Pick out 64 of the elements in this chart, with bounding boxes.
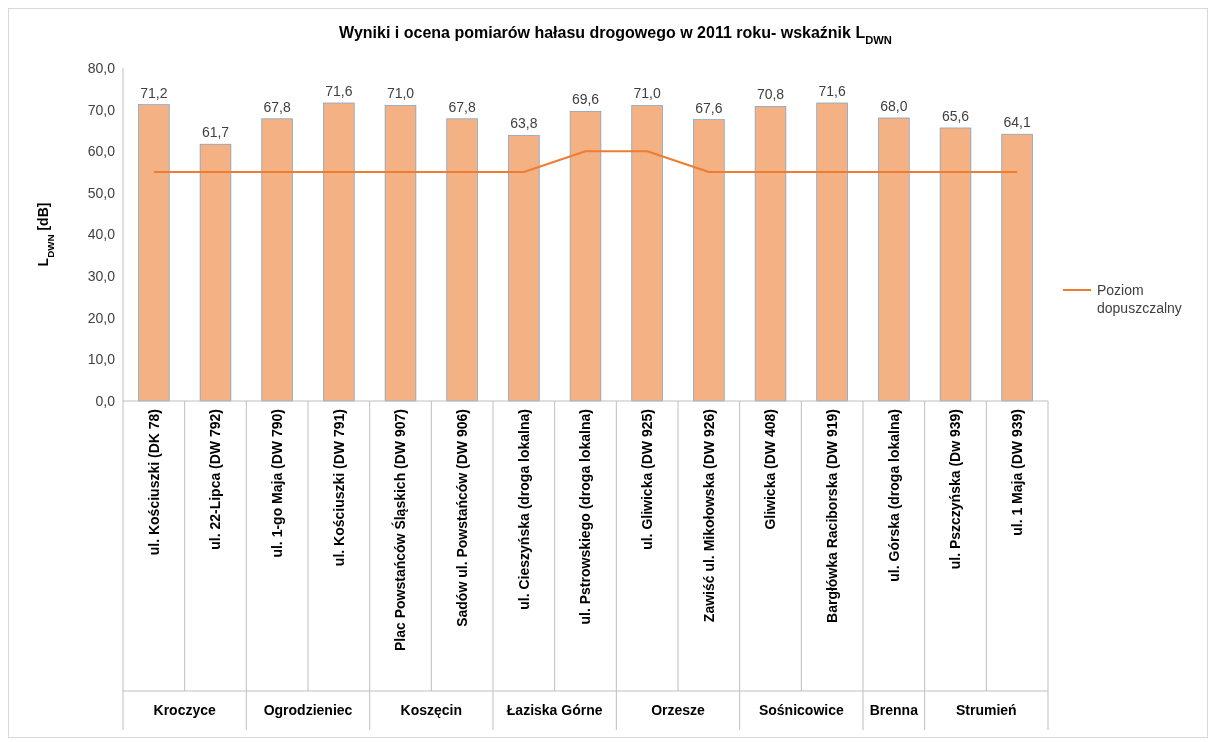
text: Ogrodzieniec [263,702,353,719]
x-tick-label: ul. Kościuszki (DK 78) [145,409,162,556]
y-tick-label: 0,0 [95,392,116,409]
x-tick-label: ul. 1 Maja (DW 939) [1009,409,1026,536]
bar [508,135,540,402]
bar [384,105,417,402]
data-label: 71,6 [325,82,353,99]
text: Kroczyce [153,702,216,719]
data-label: 71,0 [386,85,415,102]
bar [939,127,972,402]
x-tick-label: ul. Gliwicka (DW 925) [639,409,656,550]
text: Orzesze [651,702,706,719]
text: Brenna [869,702,919,719]
data-label: 65,6 [941,107,970,124]
legend-label: Poziom dopuszczalny [1097,281,1182,317]
data-label: 64,1 [1003,114,1031,131]
data-label: 70,8 [756,86,785,103]
data-label: 71,0 [633,85,661,102]
bar [138,104,170,402]
bar [323,102,355,402]
y-tick-label: 10,0 [87,351,116,368]
text: Strumień [955,702,1017,719]
x-tick-label: Zawiść ul. Mikołowska (DW 926) [700,409,717,623]
y-tick-label: 50,0 [87,184,116,201]
x-tick-label: ul. Kościuszki (DW 791) [330,409,347,567]
data-label: 67,8 [263,98,291,115]
x-tick-label: ul. Górska (droga lokalna) [885,409,902,582]
x-tick-label: ul. Pszczyńska (Dw 939) [947,409,964,570]
bar [631,105,663,402]
chart-title: Wyniki i ocena pomiarów hałasu drogowego w 2011 roku- wskaźnik L$_{DWN}$ [339,24,892,46]
bar [446,118,478,402]
data-label: 67,6 [695,99,723,116]
text: Sośnicowice [758,702,844,719]
data-label: 63,8 [510,115,538,132]
x-tick-label: Bargłówka Raciborska (DW 919) [824,409,841,623]
x-tick-label: Gliwicka (DW 408) [762,409,779,530]
bar [261,118,293,402]
x-tick-label: Sadów ul. Powstańców (DW 906) [454,409,471,627]
y-tick-label: 60,0 [87,143,116,160]
data-label: 71,6 [818,82,846,99]
x-tick-label: ul. Cieszyńska (droga lokalna) [515,409,532,610]
bar [878,117,910,402]
data-label: 67,8 [448,98,476,115]
data-label: 68,0 [880,97,908,114]
bar [693,119,725,402]
bar [569,110,602,402]
x-tick-label: Plac Powstańców Śląskich (DW 907) [391,409,409,651]
bar [754,106,787,402]
data-label: 71,2 [140,84,168,101]
y-tick-label: 70,0 [87,101,116,118]
x-tick-label: ul. 22-Lipca (DW 792) [207,409,224,550]
data-label: 69,6 [571,91,600,108]
text: Łaziska Górne [506,702,603,719]
bar [816,102,848,402]
bar [1001,133,1033,402]
x-tick-label: ul. 1-go Maja (DW 790) [269,409,286,558]
y-tick-label: 30,0 [87,268,116,285]
data-label: 61,7 [201,124,230,141]
y-tick-label: 80,0 [87,59,116,76]
text: Koszęcin [400,702,463,719]
y-tick-label: 40,0 [87,226,116,243]
bar [199,143,232,402]
y-tick-label: 20,0 [87,309,116,326]
x-tick-label: ul. Pstrowskiego (droga lokalna) [577,409,594,625]
